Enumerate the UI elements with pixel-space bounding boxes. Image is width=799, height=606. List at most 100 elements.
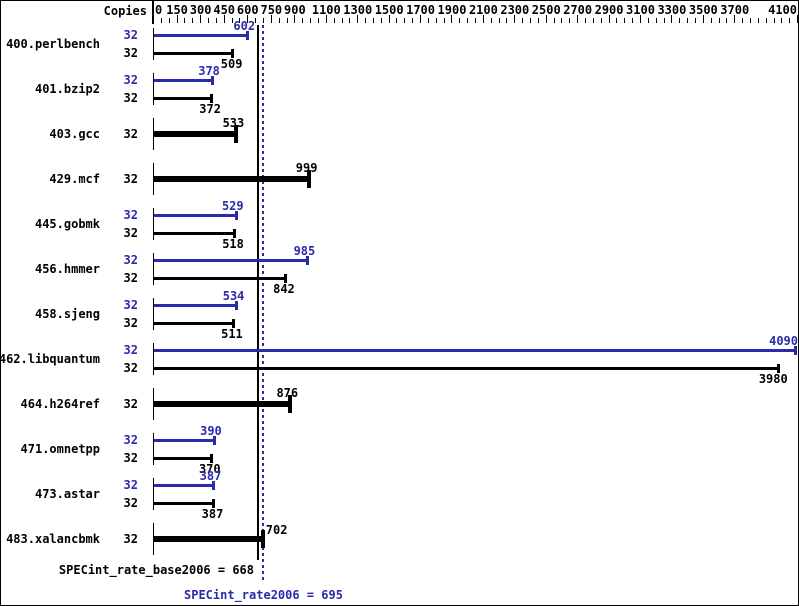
peak-bar-cap xyxy=(212,435,216,445)
peak-bar xyxy=(154,483,215,487)
axis-tick-label: 300 xyxy=(189,3,212,17)
axis-minor-tick xyxy=(781,18,783,23)
axis-minor-tick xyxy=(215,18,217,23)
copies-value: 32 xyxy=(123,46,138,60)
axis-tick-label: 450 xyxy=(213,3,236,17)
axis-minor-tick xyxy=(317,18,319,23)
copies-value: 32 xyxy=(123,478,138,492)
plot-left-border xyxy=(152,1,154,24)
axis-major-tick xyxy=(702,15,704,23)
base-bar-cap xyxy=(283,273,287,283)
base-value-label: 3980 xyxy=(758,372,788,386)
axis-tick-label: 900 xyxy=(284,3,306,17)
base-bar xyxy=(154,366,779,370)
result-bar xyxy=(154,536,264,542)
peak-bar xyxy=(154,348,796,352)
base-bar xyxy=(154,96,212,100)
axis-major-tick xyxy=(545,15,547,23)
axis-tick-label: 1500 xyxy=(374,3,404,17)
benchmark-label: 464.h264ref xyxy=(20,397,100,411)
benchmark-label: 458.sjeng xyxy=(34,307,100,321)
axis-minor-tick xyxy=(530,18,532,23)
base-bar-cap xyxy=(776,363,780,373)
peak-bar xyxy=(154,303,238,307)
bar-baseline xyxy=(152,343,154,375)
base-bar-cap xyxy=(209,453,213,463)
axis-minor-tick xyxy=(286,18,288,23)
axis-tick-label: 1300 xyxy=(343,3,373,17)
base-bar-cap xyxy=(232,228,236,238)
axis-minor-tick xyxy=(380,18,382,23)
axis-minor-tick xyxy=(435,18,437,23)
base-bar-cap xyxy=(231,48,235,58)
result-bar xyxy=(154,131,238,137)
axis-tick-label: 2500 xyxy=(531,3,561,17)
bar-baseline xyxy=(152,298,154,330)
base-value-label: 518 xyxy=(222,237,244,251)
base-value-label: 509 xyxy=(220,57,243,71)
copies-value: 32 xyxy=(123,361,138,375)
axis-minor-tick xyxy=(239,18,241,23)
base-bar xyxy=(154,501,215,505)
axis-minor-tick xyxy=(765,18,767,23)
axis-minor-tick xyxy=(663,18,665,23)
axis-minor-tick xyxy=(584,18,586,23)
axis-minor-tick xyxy=(647,18,649,23)
axis-tick-label: 0 xyxy=(155,3,163,17)
copies-value: 32 xyxy=(123,271,138,285)
axis-minor-tick xyxy=(341,18,343,23)
bar-baseline xyxy=(152,478,154,510)
peak-bar-cap xyxy=(246,30,250,40)
axis-tick-label: 150 xyxy=(166,3,188,17)
mean-peak-line xyxy=(261,25,264,583)
axis-tick-label: 1900 xyxy=(437,3,467,17)
bar-baseline xyxy=(152,28,154,60)
axis-minor-tick xyxy=(372,18,374,23)
base-value-label: 999 xyxy=(295,161,318,175)
peak-bar-cap xyxy=(306,255,310,265)
base-value-label: 533 xyxy=(222,116,245,130)
peak-bar xyxy=(154,33,249,37)
axis-minor-tick xyxy=(396,18,398,23)
base-bar xyxy=(154,321,234,325)
axis-major-tick xyxy=(420,15,422,23)
axis-tick-label: 2300 xyxy=(500,3,530,17)
axis-minor-tick xyxy=(427,18,429,23)
axis-minor-tick xyxy=(569,18,571,23)
axis-major-tick xyxy=(223,15,225,23)
axis-major-tick xyxy=(577,15,579,23)
axis-minor-tick xyxy=(624,18,626,23)
axis-minor-tick xyxy=(168,18,170,23)
axis-tick-label: 3300 xyxy=(657,3,687,17)
copies-value: 32 xyxy=(123,496,138,510)
axis-major-tick xyxy=(388,15,390,23)
axis-tick-label: 2700 xyxy=(563,3,593,17)
result-bar-cap xyxy=(260,530,265,548)
axis-major-tick xyxy=(247,15,249,23)
benchmark-label: 445.gobmk xyxy=(34,217,100,231)
base-bar-cap xyxy=(212,498,216,508)
axis-minor-tick xyxy=(506,18,508,23)
bar-baseline xyxy=(152,73,154,105)
axis-minor-tick xyxy=(553,18,555,23)
axis-tick-label: 1100 xyxy=(311,3,341,17)
copies-value: 32 xyxy=(123,253,138,267)
axis-minor-tick xyxy=(522,18,524,23)
peak-bar-cap xyxy=(794,345,797,355)
axis-minor-tick xyxy=(600,18,602,23)
peak-bar-cap xyxy=(235,300,239,310)
axis-minor-tick xyxy=(349,18,351,23)
peak-bar xyxy=(154,258,309,262)
axis-minor-tick xyxy=(255,18,257,23)
copies-value: 32 xyxy=(123,127,138,141)
axis-minor-tick xyxy=(742,18,744,23)
copies-value: 32 xyxy=(123,91,138,105)
axis-minor-tick xyxy=(207,18,209,23)
peak-value-label: 529 xyxy=(221,199,244,213)
bar-baseline xyxy=(152,523,154,555)
axis-minor-tick xyxy=(262,18,264,23)
bar-baseline xyxy=(152,163,154,195)
axis-tick-label: 750 xyxy=(260,3,283,17)
axis-minor-tick xyxy=(302,18,304,23)
